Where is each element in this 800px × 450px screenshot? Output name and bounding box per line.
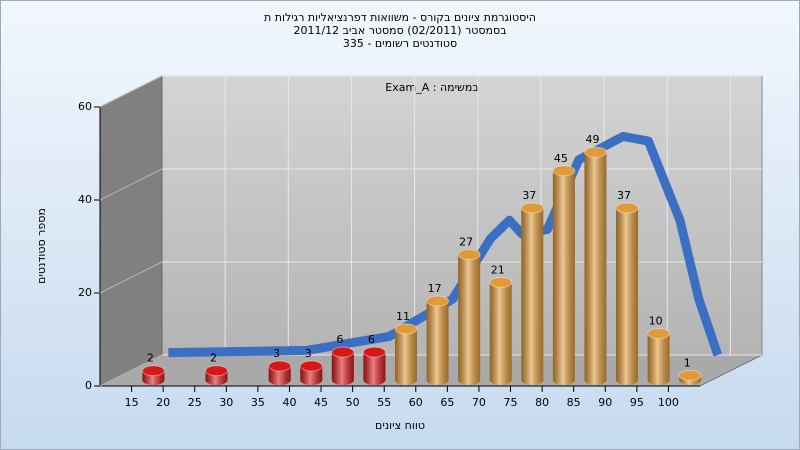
x-tick-label: 65 bbox=[440, 396, 454, 409]
value-label: 45 bbox=[554, 152, 568, 165]
x-tick-label: 90 bbox=[598, 396, 612, 409]
annotation: Exam_A : במשימה bbox=[385, 81, 478, 94]
bar-part bbox=[489, 276, 513, 288]
bar-part bbox=[268, 360, 292, 372]
bar-part bbox=[331, 346, 355, 358]
bar-part bbox=[299, 360, 323, 372]
bar bbox=[457, 248, 481, 385]
bar-part bbox=[521, 207, 544, 380]
bar bbox=[489, 276, 513, 385]
bar-part bbox=[362, 346, 386, 358]
y-tick-label: 40 bbox=[78, 193, 92, 206]
bar bbox=[583, 146, 607, 385]
bar-part bbox=[520, 202, 544, 214]
bar bbox=[331, 346, 355, 385]
bar-part bbox=[552, 165, 576, 177]
bar bbox=[299, 360, 323, 385]
bar bbox=[678, 369, 702, 385]
bar-part bbox=[363, 352, 386, 380]
x-tick-label: 20 bbox=[156, 396, 170, 409]
bar bbox=[552, 165, 576, 385]
value-label: 17 bbox=[428, 282, 442, 295]
title: סטודנטים רשומים - 335 bbox=[343, 37, 457, 50]
value-label: 10 bbox=[649, 315, 663, 328]
x-tick-label: 55 bbox=[377, 396, 391, 409]
bar-part bbox=[552, 170, 575, 380]
bar-part bbox=[584, 152, 607, 380]
bar-part bbox=[458, 254, 481, 380]
grid-line bbox=[99, 168, 163, 201]
y-tick-label: 60 bbox=[78, 100, 92, 113]
x-tick-label: 30 bbox=[219, 396, 233, 409]
y-tick-label: 0 bbox=[85, 379, 92, 392]
value-label: 49 bbox=[585, 133, 599, 146]
x-tick-label: 25 bbox=[188, 396, 202, 409]
bar-part bbox=[394, 323, 418, 335]
x-tick-label: 85 bbox=[567, 396, 581, 409]
bar bbox=[205, 365, 229, 385]
value-label: 37 bbox=[617, 189, 631, 202]
x-tick-label: 40 bbox=[282, 396, 296, 409]
x-tick-label: 60 bbox=[409, 396, 423, 409]
bar-part bbox=[205, 365, 229, 377]
x-tick-label: 80 bbox=[535, 396, 549, 409]
bar-part bbox=[457, 248, 481, 260]
bar-part bbox=[395, 328, 417, 380]
value-label: 2 bbox=[147, 352, 154, 365]
bar bbox=[520, 202, 544, 385]
bar-part bbox=[426, 295, 450, 307]
bar bbox=[647, 328, 671, 385]
value-label: 3 bbox=[305, 347, 312, 360]
bar-part bbox=[583, 146, 607, 158]
value-label: 3 bbox=[273, 347, 280, 360]
bar-part bbox=[678, 369, 702, 381]
grid-line bbox=[99, 75, 163, 108]
x-tick-label: 95 bbox=[630, 396, 644, 409]
x-tick-label: 45 bbox=[314, 396, 328, 409]
value-label: 37 bbox=[522, 189, 536, 202]
bar-part bbox=[647, 328, 671, 339]
bar bbox=[426, 295, 450, 385]
value-label: 27 bbox=[459, 235, 473, 248]
value-label: 2 bbox=[210, 352, 217, 365]
side-wall bbox=[99, 75, 163, 387]
x-axis-label: טווח ציונים bbox=[375, 419, 425, 432]
value-label: 11 bbox=[396, 310, 410, 323]
y-tick-label: 20 bbox=[78, 286, 92, 299]
value-label: 21 bbox=[491, 263, 505, 276]
bar bbox=[268, 360, 292, 385]
y-axis-label: מספר סטודנטים bbox=[35, 208, 48, 284]
bar-part bbox=[489, 282, 512, 380]
title: היסטוגרמת ציונים בקורס - משוואות דפרנציא… bbox=[264, 11, 536, 24]
title: בסמסטר (02/2011) סמסטר אביב 2011/12 bbox=[293, 24, 506, 37]
x-tick-label: 35 bbox=[251, 396, 265, 409]
value-label: 1 bbox=[684, 356, 691, 369]
bar-part bbox=[141, 365, 165, 377]
bar-part bbox=[616, 207, 639, 380]
value-label: 6 bbox=[368, 333, 375, 346]
x-tick-label: 70 bbox=[472, 396, 486, 409]
bar-part bbox=[647, 333, 670, 380]
value-label: 6 bbox=[336, 333, 343, 346]
bar bbox=[615, 202, 639, 385]
grid-line bbox=[99, 354, 163, 387]
x-tick-label: 50 bbox=[346, 396, 360, 409]
x-tick-label: 100 bbox=[658, 396, 679, 409]
bar bbox=[362, 346, 386, 385]
bar bbox=[141, 365, 165, 385]
grid-line bbox=[99, 261, 163, 294]
bar-part bbox=[615, 202, 639, 214]
bar bbox=[394, 323, 418, 385]
x-tick-label: 15 bbox=[125, 396, 139, 409]
bar-part bbox=[331, 352, 354, 380]
bar-part bbox=[426, 300, 449, 380]
x-tick-label: 75 bbox=[504, 396, 518, 409]
